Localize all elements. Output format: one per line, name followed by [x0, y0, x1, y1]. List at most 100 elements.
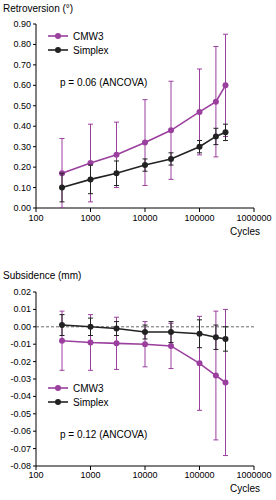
x-tick-label: 100: [28, 470, 43, 480]
marker: [213, 99, 219, 105]
error-bar: [143, 322, 148, 367]
error-bar: [88, 165, 93, 194]
y-tick-label: 0.90: [13, 19, 31, 29]
y-tick: [33, 309, 36, 310]
error-bar: [114, 161, 119, 186]
x-tick: [254, 208, 255, 212]
x-tick: [36, 208, 37, 212]
marker: [114, 152, 120, 158]
error-bar: [169, 81, 174, 179]
legend-label: CMW3: [73, 31, 104, 42]
x-tick: [199, 208, 200, 212]
error-bar: [223, 124, 228, 140]
error-bar: [114, 317, 119, 369]
marker: [88, 176, 94, 182]
error-bar: [143, 159, 148, 171]
marker: [213, 133, 219, 139]
y-axis-label: Retroversion (°): [3, 3, 73, 14]
error-bar: [197, 141, 202, 153]
y-tick: [33, 24, 36, 25]
error-bar: [213, 325, 218, 349]
chart: Subsidence (mm)0.020.010.00-0.01-0.02-0.…: [3, 270, 272, 494]
x-tick-label: 100000: [184, 470, 214, 480]
error-bar: [114, 322, 119, 336]
error-bar: [60, 138, 65, 208]
error-bar: [88, 315, 93, 371]
y-tick-label: 0.70: [13, 60, 31, 70]
error-bar: [60, 315, 65, 336]
error-bar: [169, 323, 174, 368]
marker: [223, 82, 229, 88]
y-tick: [33, 85, 36, 86]
y-tick-label: 0.10: [13, 183, 31, 193]
marker: [223, 336, 229, 342]
legend-marker: [55, 399, 61, 405]
legend: CMW3Simplex: [48, 383, 109, 408]
marker: [168, 156, 174, 162]
y-tick-label: -0.01: [10, 339, 31, 349]
marker: [168, 127, 174, 133]
marker: [142, 329, 148, 335]
marker: [142, 341, 148, 347]
error-bar: [213, 128, 218, 144]
x-tick-label: 1000: [80, 470, 100, 480]
y-tick-label: 0.50: [13, 101, 31, 111]
series-line: [62, 132, 226, 187]
x-tick-label: 1000000: [236, 470, 271, 480]
legend-label: Simplex: [73, 397, 109, 408]
y-tick: [33, 146, 36, 147]
y-tick: [33, 396, 36, 397]
marker: [197, 144, 203, 150]
marker: [88, 324, 94, 330]
y-tick: [33, 431, 36, 432]
x-axis-label: Cycles: [230, 226, 260, 237]
x-tick-label: 100: [28, 213, 43, 223]
y-tick: [33, 105, 36, 106]
x-tick-label: 10000: [132, 213, 157, 223]
error-bar: [60, 173, 65, 202]
y-tick-label: 0.01: [13, 304, 31, 314]
y-tick-label: -0.02: [10, 357, 31, 367]
error-bar: [197, 316, 202, 410]
y-tick: [33, 361, 36, 362]
marker: [213, 334, 219, 340]
marker: [197, 331, 203, 337]
y-tick-label: -0.04: [10, 391, 31, 401]
error-bar: [60, 311, 65, 370]
marker: [142, 162, 148, 168]
y-tick-label: 0.20: [13, 162, 31, 172]
x-tick-label: 10000: [132, 470, 157, 480]
error-bar: [213, 311, 218, 440]
y-tick-label: 0.30: [13, 142, 31, 152]
marker: [59, 322, 65, 328]
error-bar: [197, 69, 202, 155]
y-tick: [33, 126, 36, 127]
legend: CMW3Simplex: [48, 31, 109, 56]
y-tick: [33, 292, 36, 293]
marker: [114, 170, 120, 176]
annotation: p = 0.06 (ANCOVA): [60, 77, 147, 88]
legend-marker: [55, 385, 61, 391]
y-tick: [33, 379, 36, 380]
error-bar: [88, 318, 93, 335]
y-tick-label: 0.02: [13, 287, 31, 297]
y-tick-label: 0.40: [13, 121, 31, 131]
y-tick-label: -0.07: [10, 444, 31, 454]
marker: [59, 338, 65, 344]
error-bar: [197, 320, 202, 348]
error-bar: [143, 325, 148, 339]
y-tick: [33, 344, 36, 345]
y-tick: [33, 326, 36, 327]
y-axis-label: Subsidence (mm): [3, 270, 81, 281]
y-tick: [33, 64, 36, 65]
marker: [197, 109, 203, 115]
marker: [223, 379, 229, 385]
marker: [59, 185, 65, 191]
x-tick-label: 100000: [184, 213, 214, 223]
marker: [168, 343, 174, 349]
series-line: [62, 85, 226, 173]
figure: Retroversion (°)0.000.100.200.300.400.50…: [0, 0, 276, 500]
chart: Retroversion (°)0.000.100.200.300.400.50…: [3, 3, 272, 237]
y-axis: [36, 24, 37, 208]
marker: [114, 326, 120, 332]
